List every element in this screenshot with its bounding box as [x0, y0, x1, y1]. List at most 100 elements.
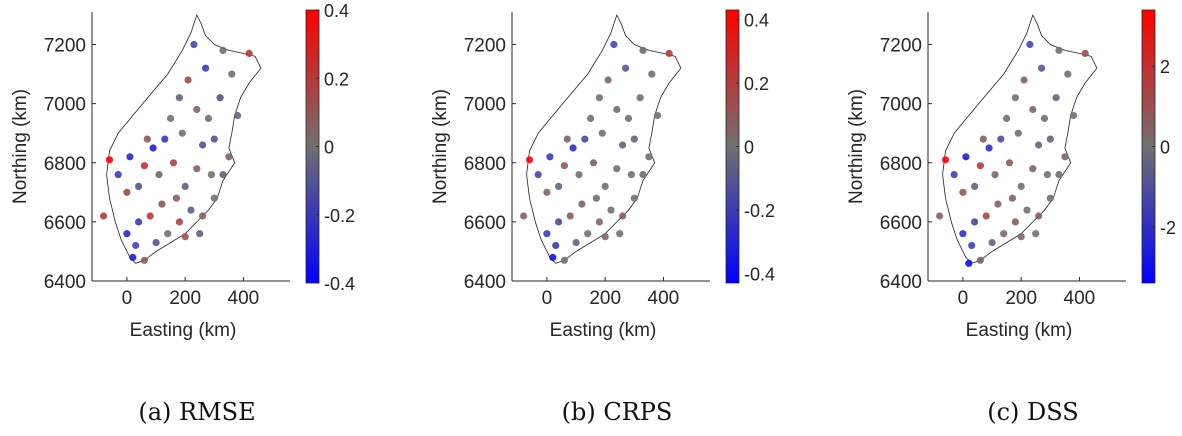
data-point	[152, 239, 160, 247]
data-point	[569, 144, 577, 152]
data-point	[1020, 76, 1028, 84]
data-point	[1003, 114, 1011, 122]
data-point	[199, 141, 207, 149]
data-point	[604, 76, 612, 84]
data-point	[158, 200, 166, 208]
colorbar-tick-label: -0.4	[324, 274, 355, 294]
data-point	[135, 218, 143, 226]
scatter-map-rmse: 6400 6600 6800 7000 7200 0 200 400 Easting (km) N…	[10, 1, 355, 341]
data-point	[1032, 230, 1040, 238]
data-point	[1026, 40, 1034, 49]
x-tick-label: 0	[122, 288, 133, 309]
data-point	[193, 105, 201, 114]
data-point	[968, 241, 976, 250]
data-point	[613, 105, 621, 114]
data-point	[132, 241, 140, 250]
data-point	[1043, 171, 1051, 179]
y-tick-label: 6400	[44, 272, 86, 293]
data-point	[199, 212, 207, 220]
caption-rmse: (a) RMSE	[138, 398, 256, 426]
y-tick-label: 7200	[44, 36, 86, 57]
data-point	[149, 144, 157, 152]
data-point	[1035, 212, 1043, 220]
data-point	[181, 233, 189, 241]
data-point	[584, 230, 592, 238]
data-point	[1017, 182, 1025, 190]
data-point	[219, 46, 227, 55]
y-axis-label: Northing (km)	[430, 89, 451, 204]
data-point	[161, 135, 169, 143]
scatter-map-crps: 6400 6600 6800 7000 7200 0 200 400 Easting (km) N…	[430, 9, 775, 341]
data-point	[962, 153, 970, 161]
data-point	[1014, 129, 1022, 137]
data-point	[216, 94, 224, 102]
x-tick-label: 0	[542, 288, 553, 309]
data-point	[941, 156, 950, 164]
data-point	[1023, 206, 1031, 214]
colorbar-tick-label: 0	[1160, 138, 1170, 158]
data-point	[543, 230, 551, 238]
data-point	[1061, 153, 1069, 161]
data-point	[1017, 233, 1025, 241]
data-point	[172, 194, 180, 202]
data-point	[1035, 141, 1043, 149]
data-point	[181, 182, 189, 190]
data-point	[193, 165, 201, 173]
data-point	[1005, 159, 1014, 167]
colorbar-tick-label: 0.2	[744, 74, 769, 94]
y-tick-label: 7200	[880, 36, 922, 57]
data-point	[575, 171, 583, 179]
data-point	[616, 230, 624, 238]
data-point	[1064, 70, 1072, 78]
data-point	[982, 212, 990, 220]
data-point	[598, 129, 606, 137]
data-point	[100, 212, 108, 220]
data-point	[1081, 49, 1089, 58]
y-tick-label: 7000	[464, 95, 506, 116]
data-point	[123, 188, 131, 196]
data-point	[219, 171, 227, 179]
data-point	[636, 94, 644, 102]
colorbar-tick-label: -0.4	[744, 264, 775, 284]
data-point	[114, 171, 122, 179]
caption-dss: (c) DSS	[987, 398, 1079, 426]
data-point	[210, 194, 218, 202]
data-point	[1046, 135, 1054, 143]
panel-crps: 6400 6600 6800 7000 7200 0 200 400 Easting (km) N…	[420, 0, 814, 436]
y-tick-label: 7000	[880, 95, 922, 116]
data-point	[985, 144, 993, 152]
data-point	[143, 135, 151, 143]
data-point	[204, 114, 213, 122]
data-point	[607, 206, 615, 214]
data-point	[135, 182, 143, 190]
data-point	[965, 259, 973, 267]
data-point	[665, 49, 673, 58]
caption-crps: (b) CRPS	[561, 398, 673, 426]
y-tick-label: 6800	[44, 154, 86, 175]
data-point	[184, 76, 192, 84]
x-axis-label: Easting (km)	[966, 320, 1073, 341]
data-point	[581, 135, 589, 143]
data-point	[175, 218, 183, 226]
data-point	[164, 230, 172, 238]
data-point	[563, 135, 571, 143]
data-point	[587, 114, 595, 122]
data-point	[245, 49, 253, 58]
data-point	[175, 94, 183, 102]
data-point	[630, 194, 638, 202]
data-point	[997, 135, 1005, 143]
data-point	[976, 256, 984, 264]
data-point	[1055, 46, 1063, 55]
data-point	[639, 171, 647, 179]
data-point	[1029, 105, 1037, 114]
data-point	[622, 64, 630, 72]
x-tick-label: 0	[958, 288, 969, 309]
data-point	[555, 218, 563, 226]
data-point	[589, 159, 598, 167]
data-point	[520, 212, 528, 220]
y-tick-label: 6600	[44, 213, 86, 234]
y-tick-label: 7200	[464, 36, 506, 57]
x-tick-label: 200	[1005, 288, 1037, 309]
data-point	[146, 212, 154, 220]
data-point	[1008, 194, 1016, 202]
